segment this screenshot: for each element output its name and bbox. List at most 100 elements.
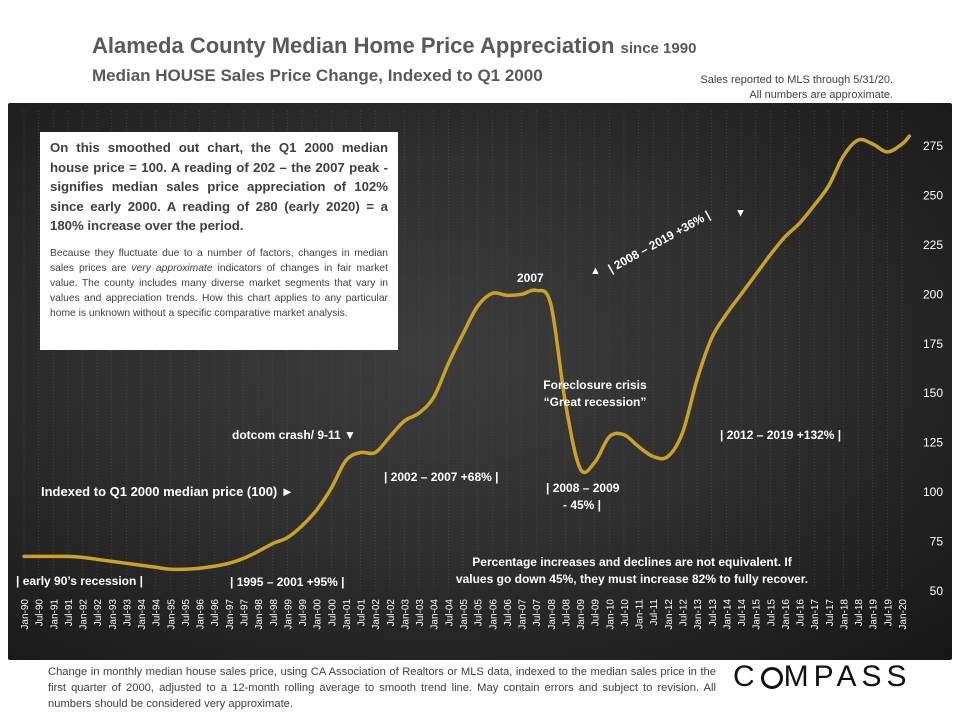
y-tick-label: 225	[923, 238, 943, 252]
y-tick-label: 275	[923, 139, 943, 153]
x-tick-label: Jul-95	[181, 599, 192, 627]
x-tick-label: Jan-11	[635, 599, 646, 629]
x-tick-label: Jan-99	[283, 599, 294, 630]
annotation-early-90s: | early 90’s recession |	[16, 574, 143, 588]
x-tick-label: Jul-90	[35, 599, 46, 627]
x-tick-label: Jan-05	[459, 599, 470, 630]
disclaimer-emphasis: very approximate	[131, 262, 213, 274]
y-tick-label: 175	[923, 337, 943, 351]
annotation-range-2008-2019: | 2008 – 2019 +36% |	[606, 208, 713, 276]
x-tick-label: Jan-95	[166, 599, 177, 630]
x-tick-label: Jul-97	[240, 599, 251, 627]
y-tick-label: 125	[923, 436, 943, 450]
x-tick-label: Jul-18	[854, 599, 865, 627]
x-tick-label: Jan-97	[225, 599, 236, 630]
data-source-note-line2: All numbers are approximate.	[749, 89, 893, 101]
footer-methodology-note: Change in monthly median house sales pri…	[48, 666, 716, 710]
x-tick-label: Jan-10	[605, 599, 616, 630]
annotation-range-2002-2007: | 2002 – 2007 +68% |	[384, 470, 498, 484]
x-tick-label: Jul-02	[386, 599, 397, 627]
logo-o-ring	[760, 667, 783, 689]
series-line-price-index	[22, 134, 912, 572]
annotation-arrow-right: ▲	[735, 207, 746, 219]
x-tick-label: Jul-91	[64, 599, 75, 627]
data-source-note: Sales reported to MLS through 5/31/20. A…	[700, 73, 893, 103]
x-tick-label: Jul-13	[708, 599, 719, 627]
x-tick-label: Jan-18	[839, 599, 850, 630]
y-tick-label: 100	[923, 485, 943, 499]
x-tick-label: Jul-07	[532, 599, 543, 627]
x-tick-label: Jan-90	[20, 599, 31, 630]
x-tick-label: Jan-02	[371, 599, 382, 630]
annotation-percentage-note-line1: Percentage increases and declines are no…	[472, 555, 792, 569]
x-tick-label: Jul-15	[766, 599, 777, 627]
x-tick-label: Jan-98	[254, 599, 265, 630]
x-tick-label: Jul-12	[679, 599, 690, 627]
x-tick-label: Jan-00	[313, 599, 324, 630]
x-tick-label: Jul-93	[122, 599, 133, 627]
x-tick-label: Jan-20	[898, 599, 909, 630]
x-tick-label: Jul-01	[357, 599, 368, 627]
x-tick-label: Jan-17	[810, 599, 821, 630]
x-tick-label: Jul-06	[503, 599, 514, 627]
x-tick-label: Jan-03	[400, 599, 411, 630]
x-tick-label: Jul-94	[152, 599, 163, 627]
disclaimer-text-end: indicators of changes in fair market val…	[50, 262, 388, 319]
y-tick-label: 250	[923, 188, 943, 202]
x-tick-label: Jan-19	[869, 599, 880, 630]
compass-logo: C MPASS	[733, 660, 912, 693]
x-tick-label: Jul-04	[444, 599, 455, 627]
x-tick-label: Jan-92	[79, 599, 90, 630]
x-tick-label: Jul-99	[298, 599, 309, 627]
explanation-paragraph-disclaimer: Because they fluctuate due to a number o…	[50, 246, 388, 321]
x-tick-label: Jan-13	[693, 599, 704, 630]
x-tick-label: Jul-03	[415, 599, 426, 627]
x-tick-label: Jul-92	[93, 599, 104, 627]
x-tick-label: Jul-05	[474, 599, 485, 627]
chart-title: Alameda County Median Home Price Appreci…	[92, 33, 696, 59]
x-tick-label: Jan-14	[722, 599, 733, 630]
x-tick-label: Jan-15	[752, 599, 763, 630]
annotation-foreclosure-line1: Foreclosure crisis	[543, 378, 647, 392]
y-tick-label: 75	[930, 535, 944, 549]
x-tick-label: Jul-96	[210, 599, 221, 627]
chart-subtitle: Median HOUSE Sales Price Change, Indexed…	[92, 66, 543, 85]
chart-title-main: Alameda County Median Home Price Appreci…	[92, 33, 615, 58]
annotation-range-2008-2009-line1: | 2008 – 2009	[546, 481, 620, 495]
x-tick-label: Jul-98	[269, 599, 280, 627]
price-index-chart: Jan-90 Jul-90 Jan-91 Jul-91 Jan-92 Jul-92 Jan-…	[16, 111, 944, 630]
annotation-range-1995-2001: | 1995 – 2001 +95% |	[230, 575, 344, 589]
x-tick-label: Jul-10	[620, 599, 631, 627]
annotation-arrow-up: ▲	[590, 265, 601, 277]
x-tick-label: Jul-19	[883, 599, 894, 627]
y-tick-label: 200	[923, 287, 943, 301]
y-tick-label: 50	[930, 584, 944, 598]
data-source-note-line1: Sales reported to MLS through 5/31/20.	[700, 74, 893, 86]
annotation-foreclosure-line2: “Great recession”	[544, 395, 647, 409]
x-tick-label: Jul-14	[737, 599, 748, 627]
x-tick-label: Jan-09	[576, 599, 587, 630]
x-tick-label: Jul-00	[327, 599, 338, 627]
explanation-paragraph-main: On this smoothed out chart, the Q1 2000 …	[50, 140, 388, 233]
annotation-range-2008-2009-line2: - 45% |	[563, 498, 601, 512]
x-tick-label: Jan-96	[196, 599, 207, 630]
x-tick-label: Jan-06	[488, 599, 499, 630]
annotation-dotcom-crash: dotcom crash/ 9-11 ▼	[232, 428, 356, 442]
x-tick-label: Jul-11	[649, 599, 660, 626]
x-tick-label: Jan-08	[547, 599, 558, 630]
x-tick-label: Jan-01	[342, 599, 353, 630]
x-tick-label: Jul-16	[796, 599, 807, 627]
x-tick-label: Jul-17	[825, 599, 836, 627]
annotation-peak-2007: 2007	[517, 271, 544, 285]
x-tick-label: Jul-09	[591, 599, 602, 627]
x-tick-label: Jan-16	[781, 599, 792, 630]
x-tick-label: Jan-04	[430, 599, 441, 630]
x-tick-label: Jan-07	[518, 599, 529, 630]
annotation-indexed-note: Indexed to Q1 2000 median price (100) ►	[41, 484, 294, 499]
x-tick-label: Jul-08	[561, 599, 572, 627]
disclaimer-text-start: Because they fluctuate due to a number o…	[50, 247, 388, 274]
annotation-range-2012-2019: | 2012 – 2019 +132% |	[720, 428, 841, 442]
x-tick-label: Jan-91	[49, 599, 60, 630]
annotation-percentage-note-line2: values go down 45%, they must increase 8…	[456, 572, 808, 586]
explanation-box: On this smoothed out chart, the Q1 2000 …	[40, 132, 398, 350]
